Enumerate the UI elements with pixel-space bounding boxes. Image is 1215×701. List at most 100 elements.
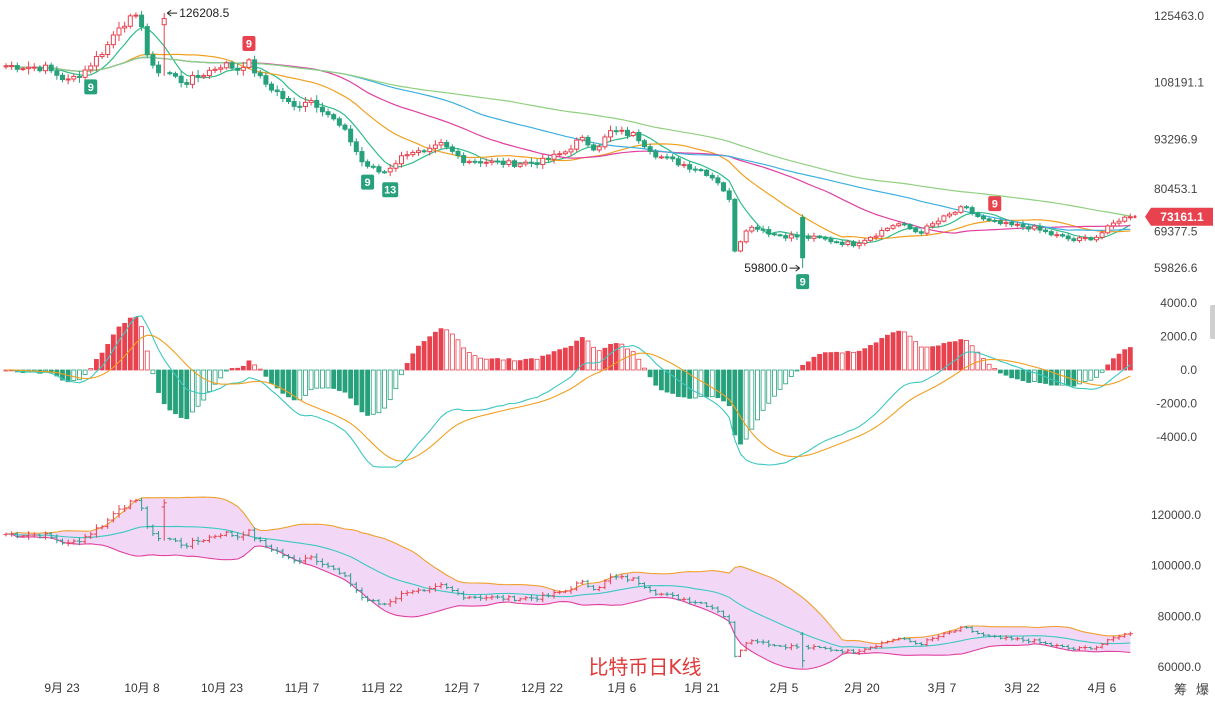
candle-body [681,164,687,167]
candle-body [116,27,122,36]
macd-histogram-bar [173,369,178,415]
candle-body [952,211,958,215]
macd-histogram-bar [822,352,828,371]
macd-histogram-bar [642,367,647,371]
candle-body [189,74,195,85]
macd-histogram-bar [427,336,433,371]
candle-body [743,230,749,243]
price-axis-tick: 80453.1 [1154,182,1198,196]
low-price-label: 59800.0 [744,261,788,275]
candle-body [410,151,416,156]
candle-body [817,235,823,239]
high-price-label: 126208.5 [179,6,229,20]
candle-body [274,89,280,93]
candle-body [523,161,529,165]
candle-body [715,177,721,184]
candle-body [800,216,806,259]
candle-body [619,129,625,132]
candle-body [986,218,992,221]
macd-histogram-bar [280,369,286,394]
macd-histogram-bar [1003,369,1009,376]
candle-body [139,14,145,28]
candle-body [811,235,817,239]
candle-body [1048,231,1054,236]
td-count-badge [382,182,399,198]
macd-histogram-bar [274,369,280,389]
candle-body [574,139,580,150]
macd-histogram-bar [1105,364,1111,371]
macd-histogram-bar [1116,353,1122,371]
macd-histogram-bar [777,369,783,390]
candle-body [805,235,811,239]
macd-histogram-bar [873,342,879,371]
candle-body [862,239,868,244]
bollinger-upper-line [5,496,1131,645]
macd-histogram-bar [229,368,235,371]
macd-histogram-bar [579,337,585,371]
macd-histogram-bar [421,341,427,371]
candle-body [517,163,523,167]
candle-body [783,235,789,239]
panel-resize-handle[interactable] [1210,305,1215,339]
bollinger-axis-tick: 80000.0 [1158,609,1202,623]
candle-body [884,227,890,231]
macd-axis-tick: 0.0 [1180,363,1197,377]
candle-body [1054,234,1060,237]
candle-body [1026,226,1032,230]
moving-average-line-4 [5,56,1131,231]
candle-body [788,234,794,239]
price-axis-tick: 69377.5 [1154,224,1198,238]
macd-histogram-bar [1094,369,1099,378]
candle-body [839,241,845,246]
macd-histogram-bar [1127,347,1133,371]
date-tick-label: 11月 7 [285,681,320,695]
moving-average-line-5 [5,56,1131,217]
candle-body [512,160,517,167]
bollinger-axis-tick: 60000.0 [1158,660,1202,674]
candle-body [585,136,591,146]
liquidation-label[interactable]: 爆 [1196,683,1209,698]
macd-histogram-bar [410,353,416,371]
bollinger-band-fill [6,497,1131,670]
macd-histogram-bar [591,346,596,371]
macd-dea-line [6,334,1131,462]
bollinger-panel [3,496,1133,670]
candle-body [37,66,43,72]
td-count-badge [988,196,1002,212]
macd-histogram-bar [1020,369,1026,381]
macd-histogram-bar [455,339,461,371]
candle-body [602,136,608,148]
macd-histogram-bar [749,369,755,430]
macd-histogram-bar [890,332,896,371]
candle-body [218,67,224,70]
candle-body [348,128,354,143]
candle-body [1105,225,1111,234]
candle-body [528,161,534,164]
macd-histogram-bar [416,345,421,371]
candle-body [675,158,681,166]
td-count-badge [84,79,98,95]
candle-body [82,69,88,78]
candle-body [687,164,693,170]
candle-body [534,162,540,166]
macd-histogram-bar [766,369,772,404]
candle-body [342,124,348,130]
candle-body [31,66,37,69]
candle-body [359,151,365,163]
td-count-label: 13 [384,185,396,197]
candle-body [568,148,574,153]
candle-body [161,18,167,26]
candle-body [26,66,32,70]
candle-body [150,54,156,66]
candle-body [404,154,410,157]
candle-body [1009,221,1015,226]
macd-histogram-bar [1026,369,1032,383]
candle-body [449,146,455,152]
candle-body [641,140,647,148]
macd-axis-tick: 2000.0 [1160,330,1197,344]
chips-label[interactable]: 筹 [1174,682,1187,698]
macd-histogram-bar [930,346,935,371]
candle-body [235,67,241,71]
candle-body [845,241,851,246]
candle-body [432,144,438,149]
